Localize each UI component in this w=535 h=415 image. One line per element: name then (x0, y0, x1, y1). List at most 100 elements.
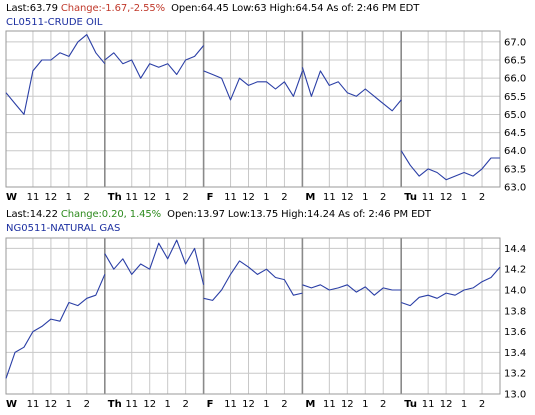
natural-gas-y-tick-label-13-6: 13.6 (504, 327, 526, 338)
natural-gas-x-tick-label-th-3: 1 (164, 399, 170, 410)
crude-oil-symbol: CL0511-CRUDE OIL (6, 17, 103, 28)
natural-gas-x-tick-label-f-3: 1 (263, 399, 269, 410)
crude-oil-x-tick-label-tu-3: 1 (461, 192, 467, 203)
natural-gas-x-tick-label-tu-1: 11 (422, 399, 435, 410)
crude-oil-x-tick-label-tu-4: 2 (479, 192, 485, 203)
crude-oil-price-line-w (5, 34, 106, 115)
crude-oil-price-line-m (301, 67, 402, 112)
crude-oil-x-tick-label-w-3: 1 (66, 192, 72, 203)
natural-gas-y-tick-label-13-8: 13.8 (504, 306, 526, 317)
natural-gas-symbol: NG0511-NATURAL GAS (6, 223, 121, 234)
crude-oil-x-tick-label-f-2: 12 (242, 192, 255, 203)
natural-gas-x-tick-label-f-4: 2 (281, 399, 287, 410)
crude-oil-x-tick-label-f-1: 11 (224, 192, 237, 203)
natural-gas-x-tick-label-w-4: 2 (84, 399, 90, 410)
crude-oil-x-tick-label-m-4: 2 (380, 192, 386, 203)
crude-oil-x-tick-label-tu-2: 12 (440, 192, 453, 203)
natural-gas-y-tick-label-13-4: 13.4 (504, 348, 526, 359)
crude-oil-x-tick-label-tu-0: Tu (404, 192, 417, 203)
natural-gas-price-line-f (203, 260, 303, 301)
crude-oil-x-tick-label-m-0: M (305, 192, 315, 203)
natural-gas-last: Last:14.22 (6, 209, 58, 220)
natural-gas-y-tick-label-14-0: 14.0 (504, 286, 526, 297)
natural-gas-x-tick-label-m-1: 11 (323, 399, 336, 410)
natural-gas-price-line-m (302, 284, 402, 296)
crude-oil-y-tick-label-64-0: 64.0 (504, 146, 526, 157)
natural-gas-x-tick-label-m-2: 12 (341, 399, 354, 410)
crude-oil-low: Low:63 (231, 3, 267, 14)
natural-gas-x-tick-label-w-3: 1 (66, 399, 72, 410)
natural-gas-open: Open:13.97 (167, 209, 225, 220)
crude-oil-y-tick-label-66-5: 66.5 (504, 56, 526, 67)
natural-gas-x-tick-label-th-2: 12 (143, 399, 156, 410)
crude-oil-y-tick-label-63-5: 63.5 (504, 164, 526, 175)
crude-oil-x-tick-label-th-3: 1 (164, 192, 170, 203)
natural-gas-change: Change:0.20, 1.45% (60, 209, 162, 220)
natural-gas-as-of: As of: (338, 209, 366, 220)
crude-oil-x-tick-label-th-4: 2 (182, 192, 188, 203)
crude-oil-x-tick-label-w-0: W (6, 192, 17, 203)
crude-oil-change: Change:-1.67,-2.55% (60, 3, 166, 14)
crude-oil-x-tick-label-m-3: 1 (362, 192, 368, 203)
natural-gas-quote-line: Last:14.22 Change:0.20, 1.45% Open:13.97 L… (6, 209, 434, 220)
natural-gas-x-tick-label-m-4: 2 (380, 399, 386, 410)
crude-oil-x-tick-label-tu-1: 11 (422, 192, 435, 203)
crude-oil-y-tick-label-64-5: 64.5 (504, 128, 526, 139)
crude-oil-plot-area (6, 31, 500, 187)
crude-oil-x-tick-label-f-3: 1 (263, 192, 269, 203)
natural-gas-x-tick-label-th-0: Th (108, 399, 122, 410)
crude-oil-price-line-tu (400, 150, 500, 181)
crude-oil-price-line-f (203, 70, 303, 101)
crude-oil-x-tick-label-f-4: 2 (281, 192, 287, 203)
crude-oil-x-tick-label-w-2: 12 (45, 192, 58, 203)
natural-gas-price-line-tu (401, 266, 501, 307)
natural-gas-y-tick-label-14-4: 14.4 (504, 244, 526, 255)
crude-oil-y-tick-label-67-0: 67.0 (504, 37, 526, 48)
natural-gas-plot-area (6, 238, 500, 394)
natural-gas-low: Low:13.75 (227, 209, 279, 220)
natural-gas-x-tick-label-m-3: 1 (362, 399, 368, 410)
natural-gas-time: 2:46 PM EDT (368, 209, 431, 220)
natural-gas-x-tick-label-tu-3: 1 (461, 399, 467, 410)
natural-gas-x-tick-label-w-2: 12 (45, 399, 58, 410)
natural-gas-x-tick-label-f-0: F (207, 399, 214, 410)
crude-oil-x-tick-label-m-1: 11 (323, 192, 336, 203)
natural-gas-y-tick-label-14-2: 14.2 (504, 265, 526, 276)
crude-oil-as-of: As of: (326, 3, 354, 14)
natural-gas-high: High:14.24 (281, 209, 336, 220)
natural-gas-price-line-w (5, 274, 106, 379)
crude-oil-x-tick-label-w-4: 2 (84, 192, 90, 203)
crude-oil-y-tick-label-66-0: 66.0 (504, 74, 526, 85)
natural-gas-x-tick-label-w-0: W (6, 399, 17, 410)
crude-oil-time: 2:46 PM EDT (356, 3, 420, 14)
crude-oil-x-tick-label-w-1: 11 (27, 192, 40, 203)
crude-oil-plot-frame (5, 30, 501, 188)
natural-gas-chart: 14.414.214.013.813.613.413.213.0W 11 12 1 2 T… (5, 237, 526, 410)
natural-gas-price-line-th (104, 239, 205, 285)
natural-gas-x-tick-label-m-0: M (305, 399, 315, 410)
natural-gas-y-tick-label-13-2: 13.2 (504, 369, 526, 380)
natural-gas-x-tick-label-tu-0: Tu (404, 399, 417, 410)
crude-oil-x-tick-label-th-2: 12 (143, 192, 156, 203)
crude-oil-high: High:64.54 (269, 3, 324, 14)
natural-gas-x-tick-label-tu-2: 12 (440, 399, 453, 410)
natural-gas-panel: 14.4 14.2 14.0 13.8 13.6 13.4 13.2 13.0 W 11 12 1 2 T… (0, 207, 535, 415)
natural-gas-x-tick-label-th-1: 11 (125, 399, 138, 410)
crude-oil-quote-line: Last:63.79 Change:-1.67,-2.55% Open:64.45… (6, 3, 422, 14)
crude-oil-y-tick-label-63-0: 63.0 (504, 183, 526, 194)
crude-oil-x-tick-label-th-0: Th (108, 192, 122, 203)
natural-gas-x-tick-label-tu-4: 2 (479, 399, 485, 410)
crude-oil-chart: 67.066.566.065.565.064.564.063.563.0W 11 1… (5, 30, 526, 203)
natural-gas-x-tick-label-th-4: 2 (182, 399, 188, 410)
crude-oil-last: Last:63.79 (6, 3, 58, 14)
natural-gas-x-tick-label-f-2: 12 (242, 399, 255, 410)
natural-gas-y-tick-label-13-0: 13.0 (504, 390, 526, 401)
natural-gas-x-tick-label-f-1: 11 (224, 399, 237, 410)
crude-oil-price-line-th (104, 45, 205, 79)
natural-gas-plot-frame (5, 237, 501, 395)
crude-oil-x-tick-label-f-0: F (207, 192, 214, 203)
crude-oil-open: Open:64.45 (171, 3, 229, 14)
crude-oil-x-tick-label-th-1: 11 (125, 192, 138, 203)
crude-oil-y-tick-label-65-5: 65.5 (504, 92, 526, 103)
